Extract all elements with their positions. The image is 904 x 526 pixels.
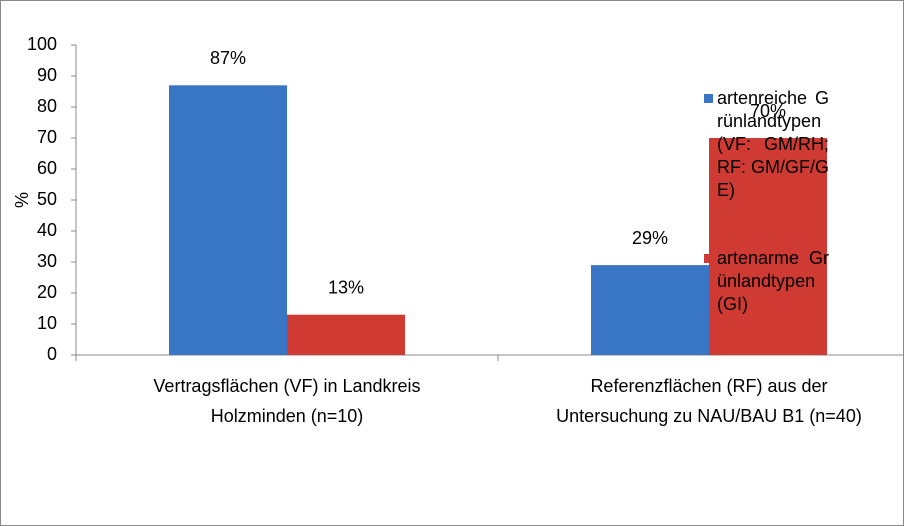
legend-swatch [704,94,713,103]
legend-label: artenarme Grünlandtypen (GI) [717,248,829,314]
y-tick-label: 40 [37,220,57,240]
y-tick-label: 50 [37,189,57,209]
legend-label: artenreiche Grünlandtypen (VF: GM/RH; RF… [717,88,829,200]
data-label: 13% [328,277,364,297]
y-tick-label: 70 [37,127,57,147]
bar [709,138,827,355]
y-tick-label: 30 [37,251,57,271]
y-tick-label: 10 [37,313,57,333]
x-tick-label: Referenzflächen (RF) aus der Untersuchun… [556,376,862,426]
y-axis-label: % [12,192,32,208]
y-tick-label: 0 [47,344,57,364]
bar [169,85,287,356]
data-label: 87% [210,48,246,68]
y-tick-label: 80 [37,96,57,116]
data-label: 29% [632,228,668,248]
data-label: 70% [750,101,786,121]
x-tick-label: Vertragsflächen (VF) in Landkreis Holzmi… [153,376,421,426]
bar [287,314,405,355]
bar [591,265,709,355]
y-tick-label: 60 [37,158,57,178]
y-tick-label: 90 [37,65,57,85]
y-tick-label: 20 [37,282,57,302]
legend-swatch [704,254,713,263]
y-tick-label: 100 [27,34,57,54]
